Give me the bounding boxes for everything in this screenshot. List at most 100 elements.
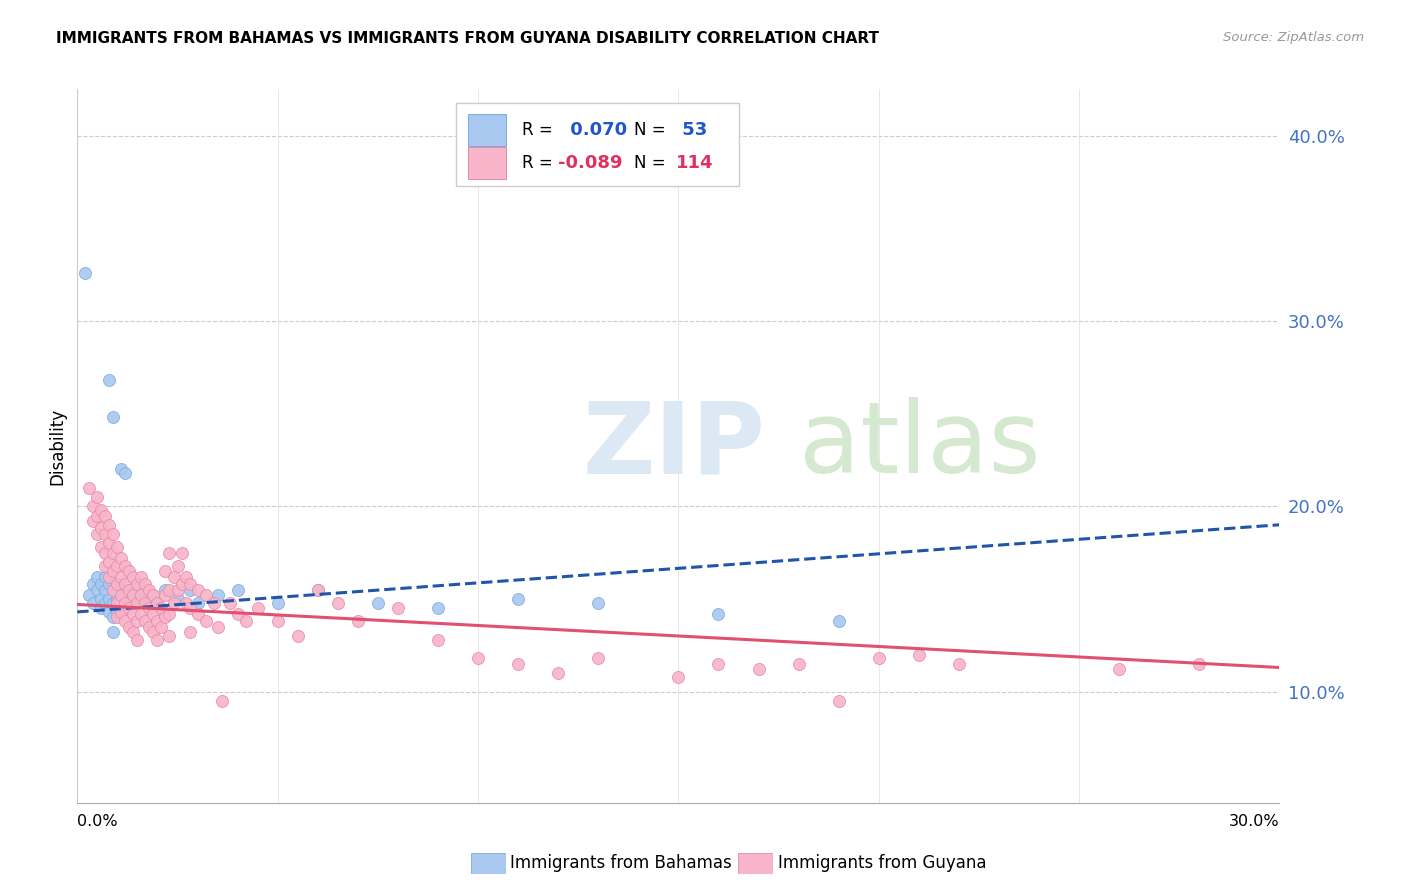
Point: [828, 614, 851, 628]
Point: [79, 588, 101, 602]
Point: [122, 607, 145, 621]
Point: [110, 588, 132, 602]
Point: [547, 666, 569, 681]
Point: [110, 551, 132, 566]
Point: [94, 508, 117, 523]
Point: [588, 596, 610, 610]
Point: [82, 514, 104, 528]
Point: [367, 596, 389, 610]
Point: [114, 577, 136, 591]
Point: [155, 588, 177, 602]
Text: ZIP: ZIP: [582, 398, 765, 494]
Point: [162, 569, 184, 583]
Point: [82, 596, 104, 610]
Point: [150, 620, 173, 634]
Point: [103, 564, 125, 578]
Point: [98, 555, 121, 569]
Point: [75, 266, 97, 280]
Point: [118, 564, 141, 578]
Point: [908, 648, 931, 662]
Point: [427, 632, 450, 647]
Point: [138, 596, 160, 610]
Point: [235, 614, 257, 628]
Point: [114, 596, 136, 610]
Point: [118, 582, 141, 597]
Point: [79, 481, 101, 495]
Point: [948, 657, 970, 671]
Point: [326, 596, 349, 610]
Text: N =: N =: [634, 153, 671, 171]
Point: [131, 591, 153, 606]
Point: [187, 607, 209, 621]
Text: 0.070: 0.070: [564, 120, 627, 139]
Point: [82, 577, 104, 591]
Point: [127, 577, 149, 591]
Point: [179, 577, 201, 591]
Point: [138, 582, 160, 597]
Point: [138, 601, 160, 615]
Point: [114, 588, 136, 602]
Point: [110, 569, 132, 583]
Point: [467, 651, 489, 665]
Text: 30.0%: 30.0%: [1229, 814, 1279, 829]
Point: [787, 657, 810, 671]
Point: [307, 582, 329, 597]
Point: [94, 527, 117, 541]
Point: [142, 625, 165, 640]
Point: [159, 582, 181, 597]
Text: 114: 114: [676, 153, 713, 171]
Point: [107, 558, 129, 573]
Point: [287, 629, 309, 643]
Point: [131, 569, 153, 583]
Point: [90, 601, 112, 615]
Point: [86, 582, 108, 597]
Text: IMMIGRANTS FROM BAHAMAS VS IMMIGRANTS FROM GUYANA DISABILITY CORRELATION CHART: IMMIGRANTS FROM BAHAMAS VS IMMIGRANTS FR…: [56, 31, 879, 46]
FancyBboxPatch shape: [468, 146, 506, 178]
Point: [159, 629, 181, 643]
Point: [110, 596, 132, 610]
Point: [211, 694, 233, 708]
Point: [508, 657, 530, 671]
Point: [127, 577, 149, 591]
Point: [131, 588, 153, 602]
Point: [118, 596, 141, 610]
Point: [90, 577, 112, 591]
Point: [86, 527, 108, 541]
Point: [118, 582, 141, 597]
Point: [146, 632, 169, 647]
Point: [142, 607, 165, 621]
Point: [134, 577, 156, 591]
Point: [174, 596, 197, 610]
Point: [98, 591, 121, 606]
Point: [98, 517, 121, 532]
Point: [588, 651, 610, 665]
Point: [94, 558, 117, 573]
Point: [103, 582, 125, 597]
Point: [748, 662, 770, 676]
Point: [134, 614, 156, 628]
Y-axis label: Disability: Disability: [48, 408, 66, 484]
Point: [707, 657, 730, 671]
Text: -0.089: -0.089: [558, 153, 623, 171]
Point: [170, 545, 193, 559]
Point: [107, 610, 129, 624]
Point: [155, 610, 177, 624]
Point: [110, 605, 132, 619]
Point: [202, 596, 225, 610]
Point: [134, 596, 156, 610]
Point: [707, 607, 730, 621]
Text: Source: ZipAtlas.com: Source: ZipAtlas.com: [1223, 31, 1364, 45]
Point: [159, 607, 181, 621]
Text: R =: R =: [522, 153, 558, 171]
Text: 0.0%: 0.0%: [77, 814, 118, 829]
Point: [668, 670, 690, 684]
Point: [110, 582, 132, 597]
Point: [114, 558, 136, 573]
Point: [118, 620, 141, 634]
Point: [207, 588, 229, 602]
Point: [150, 601, 173, 615]
Point: [107, 596, 129, 610]
Point: [103, 610, 125, 624]
Point: [246, 601, 269, 615]
Point: [828, 694, 851, 708]
